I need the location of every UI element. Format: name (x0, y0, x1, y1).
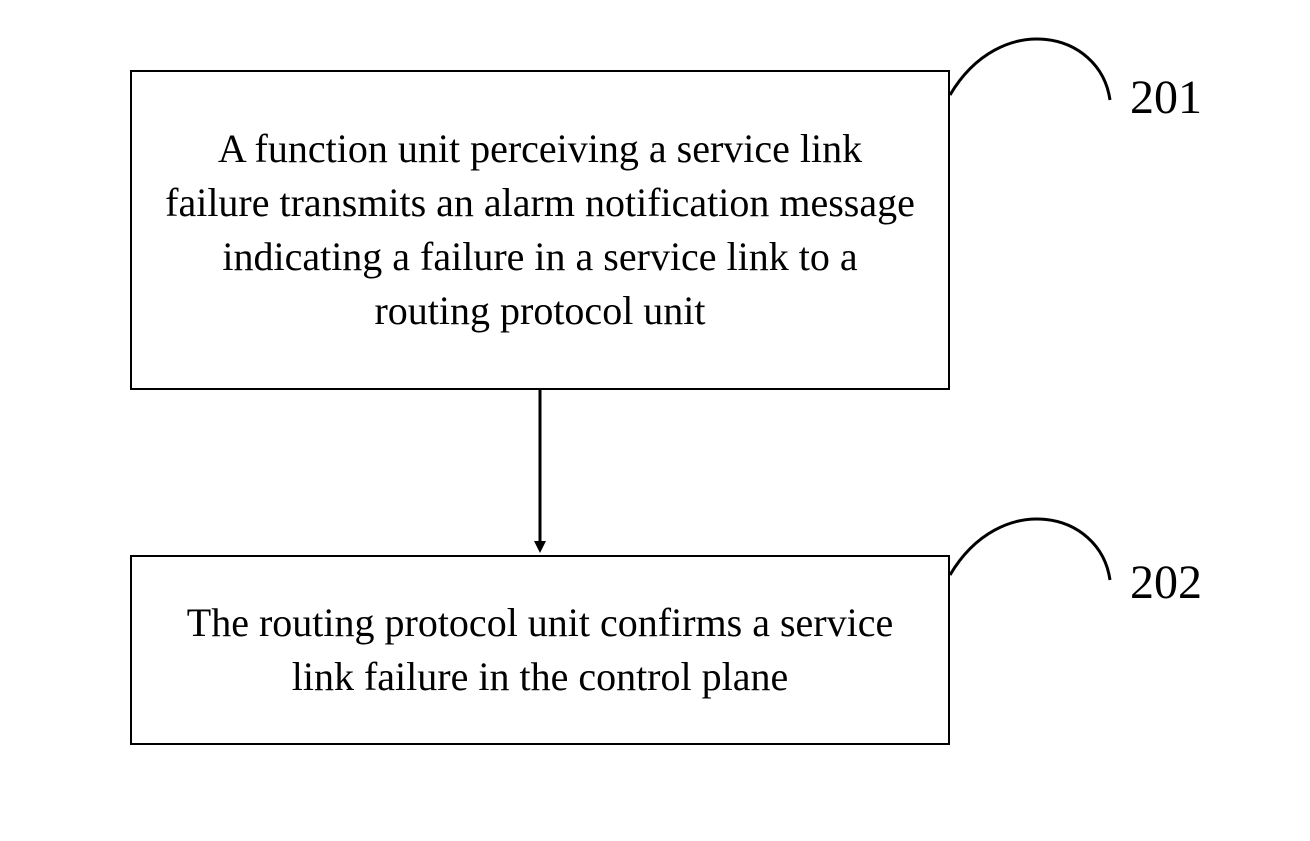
flowchart-node-201-label: 201 (1130, 70, 1202, 125)
flowchart-node-201: A function unit perceiving a service lin… (130, 70, 950, 390)
leader-202 (950, 519, 1110, 580)
flowchart-node-202-text: The routing protocol unit confirms a ser… (162, 596, 918, 704)
flowchart-node-202-label: 202 (1130, 555, 1202, 610)
flowchart-node-201-text: A function unit perceiving a service lin… (162, 122, 918, 338)
flowchart-node-202: The routing protocol unit confirms a ser… (130, 555, 950, 745)
flowchart-canvas: A function unit perceiving a service lin… (0, 0, 1310, 841)
leader-201 (950, 39, 1110, 100)
